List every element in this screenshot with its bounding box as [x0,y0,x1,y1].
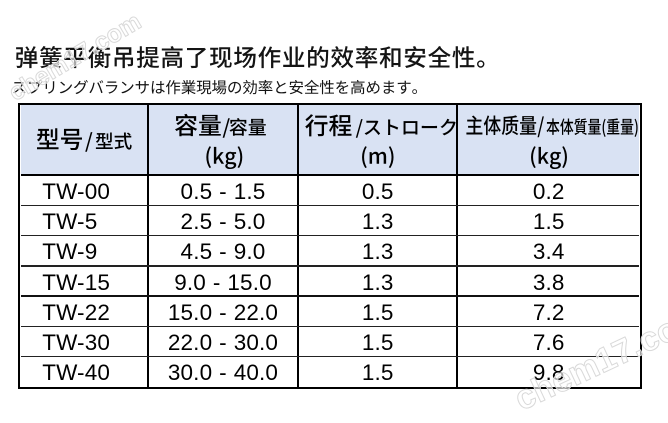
svg-text:chem17.com: chem17.com [4,8,146,107]
svg-text:chem17.com: chem17.com [509,297,668,418]
